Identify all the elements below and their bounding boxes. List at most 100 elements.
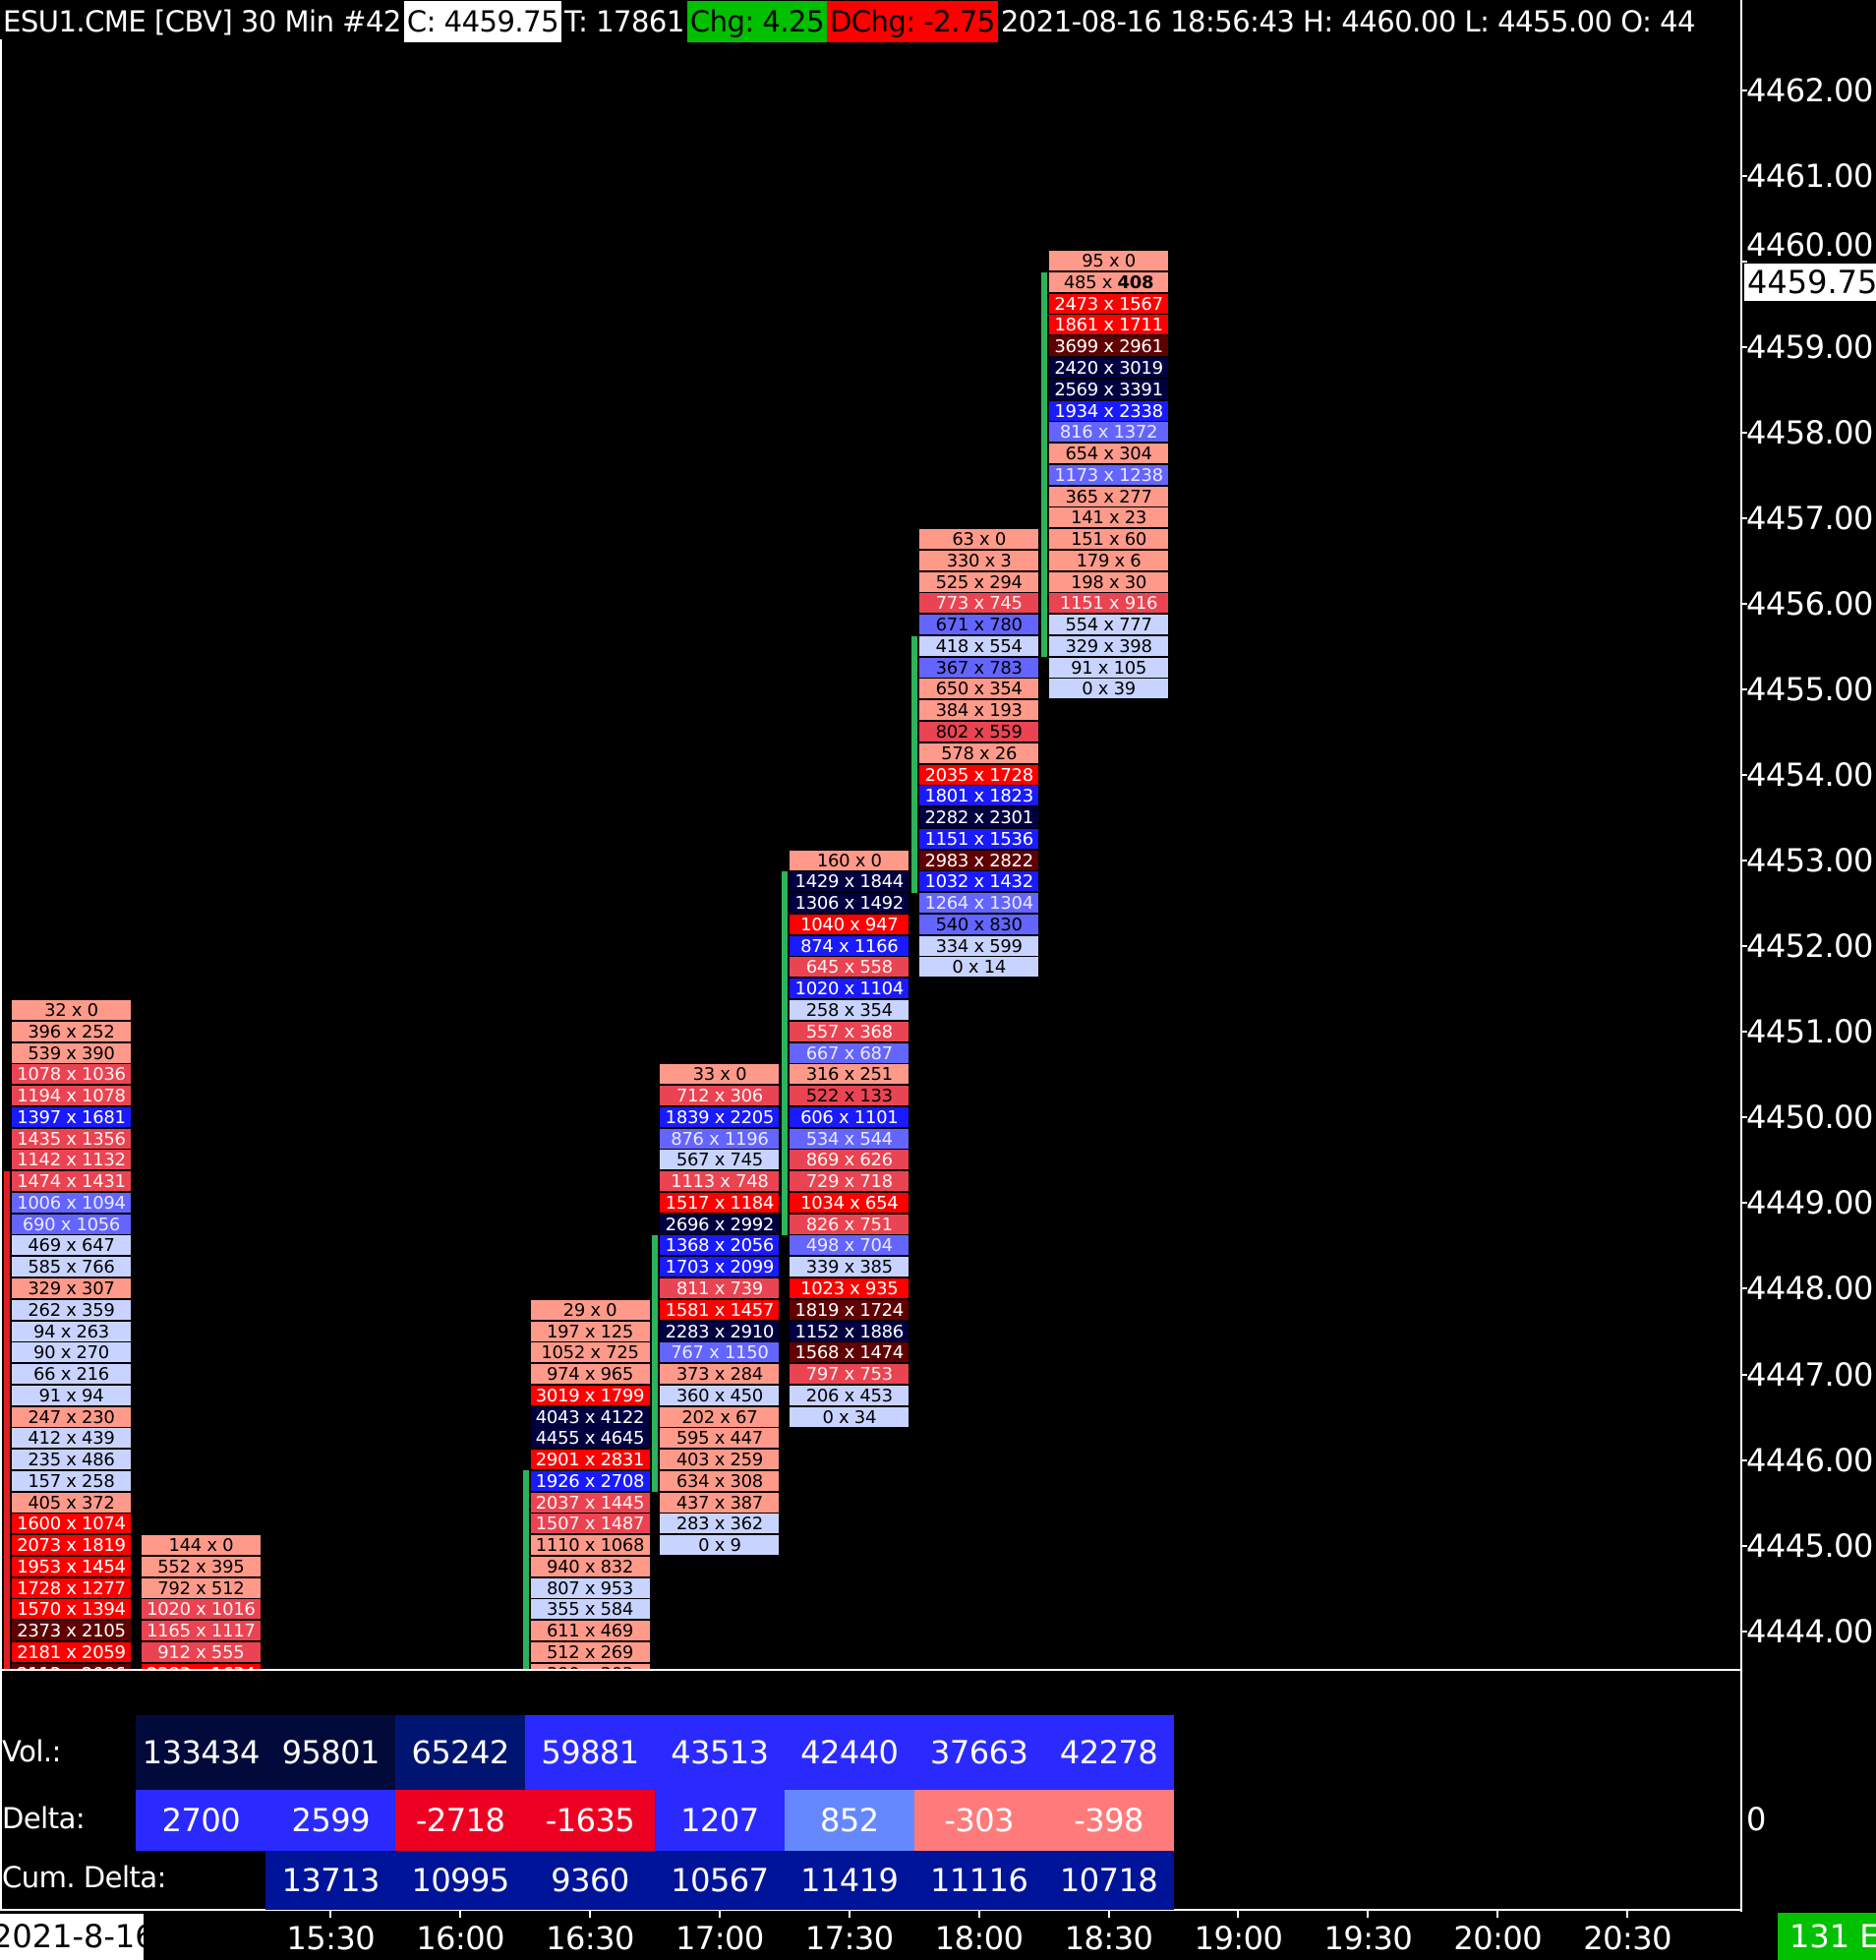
price-label: 4460.00 — [1746, 226, 1873, 264]
price-tick — [1741, 860, 1747, 862]
cum-delta-cell: 11116 — [913, 1851, 1044, 1910]
footprint-cell: 869 x 626 — [790, 1150, 909, 1170]
daily-change-badge: DChg: -2.75 — [826, 1, 998, 42]
status-badge: 131 E — [1778, 1913, 1876, 1960]
price-label: 4457.00 — [1746, 499, 1873, 537]
footprint-cell: 94 x 263 — [11, 1321, 131, 1342]
footprint-cell: 355 x 584 — [530, 1599, 650, 1620]
price-label: 4458.00 — [1746, 413, 1873, 451]
footprint-cell: 1034 x 654 — [790, 1192, 909, 1214]
price-label: 4453.00 — [1746, 842, 1873, 880]
footprint-cell: 90 x 270 — [11, 1342, 131, 1363]
footprint-cell: 206 x 453 — [790, 1385, 909, 1406]
time-tick — [1496, 1910, 1499, 1918]
up-range-bar — [652, 1235, 659, 1493]
footprint-cell: 1165 x 1117 — [141, 1621, 261, 1641]
volume-cell: 37663 — [913, 1715, 1044, 1790]
footprint-cell: 202 x 67 — [660, 1406, 780, 1428]
price-tick — [1741, 345, 1747, 348]
footprint-cell: 1006 x 1094 — [11, 1192, 131, 1214]
footprint-cell: 552 x 395 — [141, 1556, 261, 1577]
footprint-cell: 650 x 354 — [919, 679, 1039, 699]
footprint-cell: 816 x 1372 — [1049, 422, 1169, 443]
footprint-cell: 940 x 832 — [530, 1556, 650, 1577]
up-range-bar — [911, 635, 918, 893]
footprint-cell: 1052 x 725 — [530, 1342, 650, 1363]
time-label: 19:00 — [1194, 1920, 1283, 1957]
cum-delta-row-label: Cum. Delta: — [2, 1861, 166, 1894]
price-tick — [1741, 1202, 1747, 1205]
plot-left-border — [0, 39, 2, 1910]
footprint-cell: 469 x 647 — [11, 1235, 131, 1256]
footprint-cell: 157 x 258 — [11, 1470, 131, 1492]
ask-volume-highlight: 408 — [1117, 271, 1154, 293]
footprint-cell: 1397 x 1681 — [11, 1106, 131, 1128]
bar-info: 2021-08-16 18:56:43 H: 4460.00 L: 4455.0… — [1000, 5, 1696, 38]
delta-zero-label: 0 — [1746, 1801, 1766, 1838]
footprint-cell: 512 x 269 — [530, 1642, 650, 1663]
delta-row-label: Delta: — [2, 1802, 86, 1835]
footprint-cell: 91 x 105 — [1049, 657, 1169, 679]
price-label: 4454.00 — [1746, 756, 1873, 795]
footprint-cell: 2282 x 2301 — [919, 807, 1039, 828]
footprint-cell: 2901 x 2831 — [530, 1450, 650, 1470]
chart-header: ESU1.CME [CBV] 30 Min #42 C: 4459.75 T: … — [0, 0, 1698, 43]
time-tick — [1237, 1910, 1240, 1918]
price-tick — [1741, 1458, 1747, 1461]
plot-bottom-border — [0, 1669, 1741, 1671]
footprint-cell: 3699 x 2961 — [1049, 336, 1169, 357]
footprint-cell: 258 x 354 — [790, 1000, 909, 1021]
footprint-cell: 95 x 0 — [1049, 251, 1169, 271]
footprint-cell: 3019 x 1799 — [530, 1385, 650, 1406]
volume-row-label: Vol.: — [2, 1735, 61, 1768]
footprint-cell: 2569 x 3391 — [1049, 379, 1169, 400]
time-label: 16:30 — [546, 1920, 634, 1957]
footprint-chart-area[interactable]: 32 x 0 396 x 252 539 x 390 1078 x 1036 1194 … — [0, 0, 1741, 1670]
footprint-cell: 63 x 0 — [919, 529, 1039, 550]
price-axis-line — [1740, 0, 1742, 1912]
footprint-cell: 807 x 953 — [530, 1577, 650, 1599]
footprint-cell: 144 x 0 — [141, 1535, 261, 1556]
up-range-bar — [782, 870, 789, 1236]
price-label: 4444.00 — [1746, 1612, 1873, 1650]
price-tick — [1741, 89, 1747, 91]
footprint-cell: 522 x 133 — [790, 1086, 909, 1106]
footprint-cell: 1517 x 1184 — [660, 1192, 780, 1214]
footprint-cell: 1040 x 947 — [790, 914, 909, 935]
footprint-cell: 2181 x 2059 — [11, 1642, 131, 1663]
volume-cell: 42440 — [784, 1715, 914, 1790]
price-label: 4447.00 — [1746, 1355, 1873, 1394]
footprint-cell: 1839 x 2205 — [660, 1106, 780, 1128]
footprint-cell: 396 x 252 — [11, 1021, 131, 1042]
footprint-cell: 334 x 599 — [919, 935, 1039, 957]
footprint-cell: 654 x 304 — [1049, 444, 1169, 464]
price-tick — [1741, 516, 1747, 519]
footprint-cell: 1151 x 1536 — [919, 828, 1039, 850]
footprint-cell: 826 x 751 — [790, 1214, 909, 1235]
volume-cell: 42278 — [1043, 1715, 1174, 1790]
symbol-label: ESU1.CME [CBV] 30 Min #42 — [3, 5, 401, 38]
footprint-cell: 797 x 753 — [790, 1364, 909, 1385]
footprint-cell: 578 x 26 — [919, 742, 1039, 764]
footprint-cell: 2983 x 2822 — [919, 850, 1039, 871]
footprint-cell: 645 x 558 — [790, 957, 909, 978]
footprint-cell: 1861 x 1711 — [1049, 315, 1169, 335]
footprint-cell: 567 x 745 — [660, 1150, 780, 1170]
footprint-cell: 437 x 387 — [660, 1492, 780, 1514]
price-label: 4446.00 — [1746, 1441, 1873, 1479]
footprint-cell: 403 x 259 — [660, 1450, 780, 1470]
footprint-cell: 2283 x 2910 — [660, 1321, 780, 1342]
volume-cell: 65242 — [395, 1715, 526, 1790]
footprint-cell: 367 x 783 — [919, 657, 1039, 679]
footprint-cell: 0 x 14 — [919, 957, 1039, 978]
time-label: 18:30 — [1064, 1920, 1153, 1957]
footprint-cell: 418 x 554 — [919, 635, 1039, 657]
footprint-cell: 1728 x 1277 — [11, 1577, 131, 1599]
price-label: 4452.00 — [1746, 927, 1873, 966]
time-tick — [718, 1910, 721, 1918]
price-tick — [1741, 174, 1747, 177]
footprint-cell: 2420 x 3019 — [1049, 357, 1169, 379]
footprint-cell: 1507 x 1487 — [530, 1514, 650, 1534]
delta-cell: -2718 — [395, 1790, 526, 1851]
price-tick — [1741, 1116, 1747, 1119]
